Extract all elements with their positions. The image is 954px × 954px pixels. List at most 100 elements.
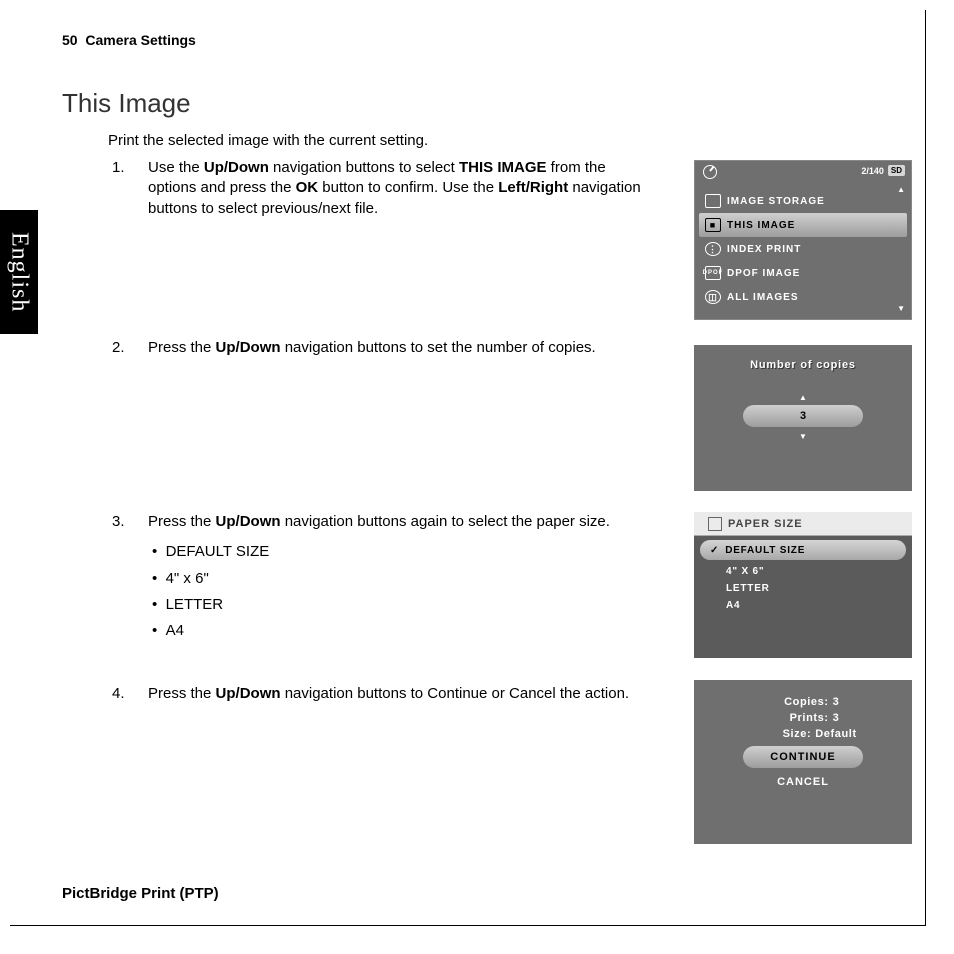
bold: THIS IMAGE bbox=[459, 159, 547, 176]
page-number: 50 bbox=[62, 32, 78, 48]
menu-item-all-images[interactable]: ◫ ALL IMAGES bbox=[695, 285, 911, 309]
camera-screen-copies: Number of copies ▲ 3 ▼ bbox=[694, 345, 912, 491]
paper-option[interactable]: 4" X 6" bbox=[694, 560, 912, 577]
paper-option[interactable]: LETTER bbox=[694, 577, 912, 594]
text: navigation buttons again to select the p… bbox=[281, 513, 610, 530]
scroll-up-icon: ▲ bbox=[897, 185, 905, 194]
menu-label: ALL IMAGES bbox=[727, 292, 798, 303]
index-icon: ⋮ bbox=[705, 242, 721, 256]
step-4: 4. Press the Up/Down navigation buttons … bbox=[112, 684, 652, 704]
cancel-button[interactable]: CANCEL bbox=[694, 776, 912, 788]
menu-item-this-image[interactable]: ■ THIS IMAGE bbox=[699, 213, 907, 237]
header-text: PAPER SIZE bbox=[728, 518, 803, 530]
image-counter: 2/140 bbox=[861, 166, 884, 176]
bold: Up/Down bbox=[216, 685, 281, 702]
language-tab: English bbox=[0, 210, 38, 334]
bold: OK bbox=[296, 179, 319, 196]
option-text: LETTER bbox=[726, 583, 770, 594]
step-number: 4. bbox=[112, 684, 125, 704]
summary-row-size: Size:Default bbox=[694, 728, 912, 740]
scroll-down-icon: ▼ bbox=[897, 304, 905, 313]
step-1: 1. Use the Up/Down navigation buttons to… bbox=[112, 158, 652, 219]
text: Press the bbox=[148, 685, 216, 702]
continue-button[interactable]: CONTINUE bbox=[743, 746, 863, 768]
paper-option[interactable]: A4 bbox=[694, 594, 912, 611]
bold: Up/Down bbox=[216, 513, 281, 530]
copies-value-pill[interactable]: ▲ 3 ▼ bbox=[743, 405, 863, 427]
step-2: 2. Press the Up/Down navigation buttons … bbox=[112, 338, 652, 358]
step-body: Use the Up/Down navigation buttons to se… bbox=[148, 158, 652, 219]
language-label: English bbox=[6, 232, 33, 312]
menu-list: IMAGE STORAGE ■ THIS IMAGE ⋮ INDEX PRINT D… bbox=[695, 161, 911, 309]
menu-item-image-storage[interactable]: IMAGE STORAGE bbox=[695, 189, 911, 213]
bold: Up/Down bbox=[204, 159, 269, 176]
arrow-up-icon: ▲ bbox=[799, 393, 807, 402]
copies-title: Number of copies bbox=[694, 359, 912, 371]
option-text: 4" X 6" bbox=[726, 566, 764, 577]
bullet-item: • LETTER bbox=[152, 595, 652, 615]
bullet-text: 4" x 6" bbox=[166, 570, 209, 587]
cancel-label: CANCEL bbox=[777, 776, 829, 788]
bold: Left/Right bbox=[498, 179, 568, 196]
bold: Up/Down bbox=[216, 339, 281, 356]
page-header: 50 Camera Settings bbox=[62, 32, 196, 48]
menu-label: DPOF IMAGE bbox=[727, 268, 800, 279]
bullet-item: • 4" x 6" bbox=[152, 569, 652, 589]
summary-grid: Copies:3 Prints:3 Size:Default bbox=[694, 680, 912, 740]
text: Press the bbox=[148, 513, 216, 530]
label: Size: bbox=[749, 728, 815, 740]
step-body: Press the Up/Down navigation buttons aga… bbox=[148, 512, 652, 641]
camera-screen-menu: 2/140 SD ▲ ▼ IMAGE STORAGE ■ THIS IMAGE ⋮… bbox=[694, 160, 912, 320]
text: Press the bbox=[148, 339, 216, 356]
bullet-text: DEFAULT SIZE bbox=[166, 543, 270, 560]
step-number: 3. bbox=[112, 512, 125, 532]
text: navigation buttons to set the number of … bbox=[281, 339, 596, 356]
all-icon: ◫ bbox=[705, 290, 721, 304]
text: Use the bbox=[148, 159, 204, 176]
continue-label: CONTINUE bbox=[770, 751, 835, 763]
paper-size-header: PAPER SIZE bbox=[694, 512, 912, 536]
arrow-down-icon: ▼ bbox=[799, 432, 807, 441]
text: button to confirm. Use the bbox=[318, 179, 498, 196]
menu-label: INDEX PRINT bbox=[727, 244, 801, 255]
bullet-text: A4 bbox=[166, 622, 184, 639]
step-body: Press the Up/Down navigation buttons to … bbox=[148, 684, 652, 704]
footer-text: PictBridge Print (PTP) bbox=[62, 885, 219, 902]
bullet-item: • DEFAULT SIZE bbox=[152, 542, 652, 562]
summary-row-prints: Prints:3 bbox=[694, 712, 912, 724]
menu-item-dpof-image[interactable]: DPOF DPOF IMAGE bbox=[695, 261, 911, 285]
summary-row-copies: Copies:3 bbox=[694, 696, 912, 708]
intro-text: Print the selected image with the curren… bbox=[108, 132, 428, 149]
clock-icon bbox=[703, 165, 717, 179]
camera-screen-paper-size: PAPER SIZE DEFAULT SIZE 4" X 6" LETTER A… bbox=[694, 512, 912, 658]
menu-item-index-print[interactable]: ⋮ INDEX PRINT bbox=[695, 237, 911, 261]
value: 3 bbox=[833, 712, 840, 724]
section-title: Camera Settings bbox=[85, 32, 195, 48]
paper-option-selected[interactable]: DEFAULT SIZE bbox=[700, 540, 906, 560]
step-number: 2. bbox=[112, 338, 125, 358]
bullet-item: • A4 bbox=[152, 621, 652, 641]
text: navigation buttons to Continue or Cancel… bbox=[281, 685, 630, 702]
step-body: Press the Up/Down navigation buttons to … bbox=[148, 338, 652, 358]
sd-badge: SD bbox=[888, 165, 905, 176]
screen-topbar: 2/140 SD bbox=[861, 165, 905, 176]
image-icon: ■ bbox=[705, 218, 721, 232]
page-title: This Image bbox=[62, 88, 191, 119]
option-text: A4 bbox=[726, 600, 740, 611]
label: Prints: bbox=[767, 712, 833, 724]
dpof-icon: DPOF bbox=[705, 266, 721, 280]
selected-option-text: DEFAULT SIZE bbox=[725, 545, 805, 556]
label: Copies: bbox=[767, 696, 833, 708]
menu-label: IMAGE STORAGE bbox=[727, 196, 825, 207]
menu-label: THIS IMAGE bbox=[727, 220, 795, 231]
step-3: 3. Press the Up/Down navigation buttons … bbox=[112, 512, 652, 647]
copies-value: 3 bbox=[800, 410, 806, 422]
value: Default bbox=[815, 728, 856, 740]
camera-screen-confirm: Copies:3 Prints:3 Size:Default CONTINUE … bbox=[694, 680, 912, 844]
storage-icon bbox=[705, 194, 721, 208]
value: 3 bbox=[833, 696, 840, 708]
step-number: 1. bbox=[112, 158, 125, 178]
text: navigation buttons to select bbox=[269, 159, 459, 176]
bullet-text: LETTER bbox=[166, 596, 224, 613]
bullet-list: • DEFAULT SIZE • 4" x 6" • LETTER • A4 bbox=[152, 542, 652, 641]
